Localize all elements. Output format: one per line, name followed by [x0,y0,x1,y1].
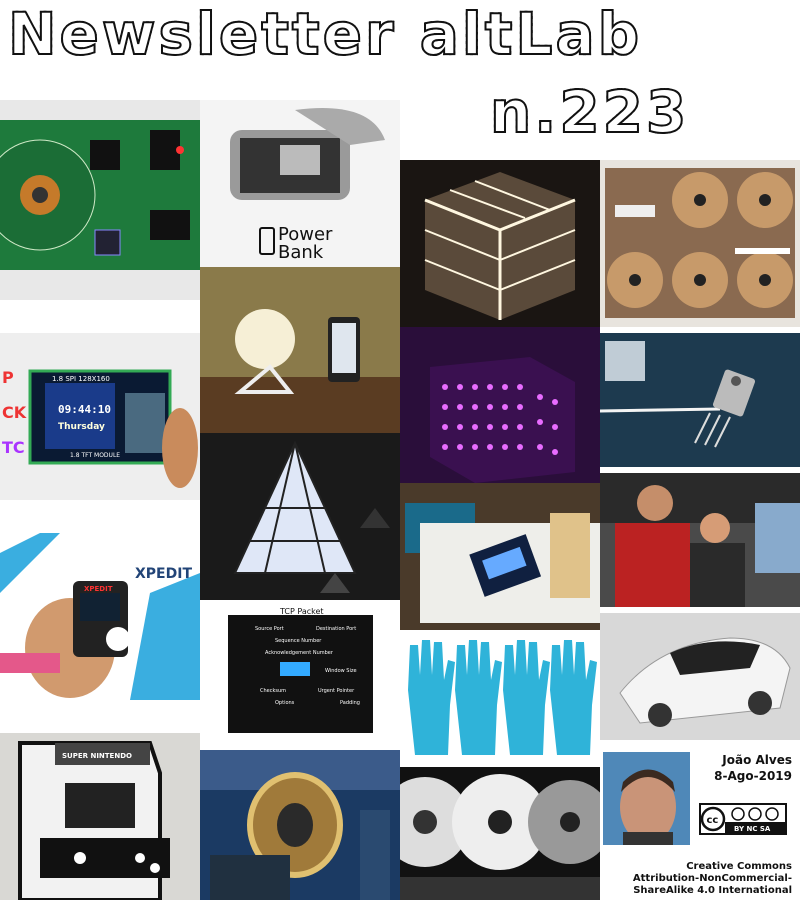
tcp-row-source: Source Port [255,626,284,632]
publish-date: 8-Ago-2019 [714,769,792,783]
issue-number: n.223 [489,72,689,152]
license-line-2: Attribution-NonCommercial- [632,873,792,884]
photo-two-developers [600,473,800,607]
tcp-row-window: Window Size [325,668,357,674]
photo-giant-wheel [200,750,400,900]
photo-arduino-oled [400,483,600,630]
tcp-row-urgent: Urgent Pointer [318,688,355,694]
rtc-time-text: 09:44:10 [58,403,111,416]
photo-cube-lamp [400,160,600,327]
cc-badge-text: BY NC SA [734,825,771,833]
photo-triangle-lamp [200,433,400,600]
rtc-side-text-2: CK [2,403,27,422]
photo-transistor [600,333,800,467]
photo-blue-gloves [400,630,600,767]
photo-printed-spools [400,767,600,900]
sa-icon [765,807,779,821]
photo-powerbank: Power Bank [200,100,400,267]
author-name: João Alves [722,753,792,767]
author-photo [603,752,690,845]
photo-solar-car [600,613,800,740]
author-credit: João Alves 8-Ago-2019 [714,752,792,784]
arcade-brand-text: SUPER NINTENDO [62,752,132,760]
tcp-row-ack: Acknowledgement Number [265,650,334,656]
rtc-module-label: 1.8 SPI 128X160 [52,375,110,383]
tcp-title: TCP Packet [279,607,324,616]
tcp-row-options: Options [275,700,295,706]
nc-icon [748,807,762,821]
photo-tcp-packet-board: TCP Packet Source Port Destination Port … [200,600,400,750]
tcp-row-checksum: Checksum [260,688,286,694]
photo-led-cube [400,327,600,483]
by-icon [731,807,745,821]
photo-moon-lamp [200,267,400,434]
rtc-side-text-1: P [2,368,14,387]
xpedit-brand-text: XPEDIT [135,566,192,582]
rtc-side-text-3: TC [2,438,25,457]
cc-icon [701,806,726,832]
photo-rtc-display: 1.8 SPI 128X160 09:44:10 Thursday 1.8 TF… [0,333,200,500]
photo-pcb-stepper [0,100,200,300]
photo-xpedit: XPEDIT XPEDIT [0,533,200,700]
cc-license-badge: cc BY NC SA [699,803,787,835]
photo-rotary-board [600,160,800,327]
power-label: Power [278,224,333,245]
rtc-tft-label: 1.8 TFT MODULE [70,452,120,459]
tcp-row-padding: Padding [340,700,360,706]
rtc-day-text: Thursday [58,422,105,432]
license-line-1: Creative Commons [686,861,792,872]
license-text: Creative Commons Attribution-NonCommerci… [633,861,792,897]
xpedit-device-text: XPEDIT [84,585,113,593]
svg-text:cc: cc [707,815,719,826]
newsletter-title: Newsletter altLab [7,0,642,74]
bank-label: Bank [278,242,324,263]
photo-arcade-cabinet: SUPER NINTENDO [0,733,200,900]
tcp-row-dest: Destination Port [316,626,356,632]
tcp-row-seq: Sequence Number [275,638,322,644]
license-line-3: ShareAlike 4.0 International [633,885,792,896]
